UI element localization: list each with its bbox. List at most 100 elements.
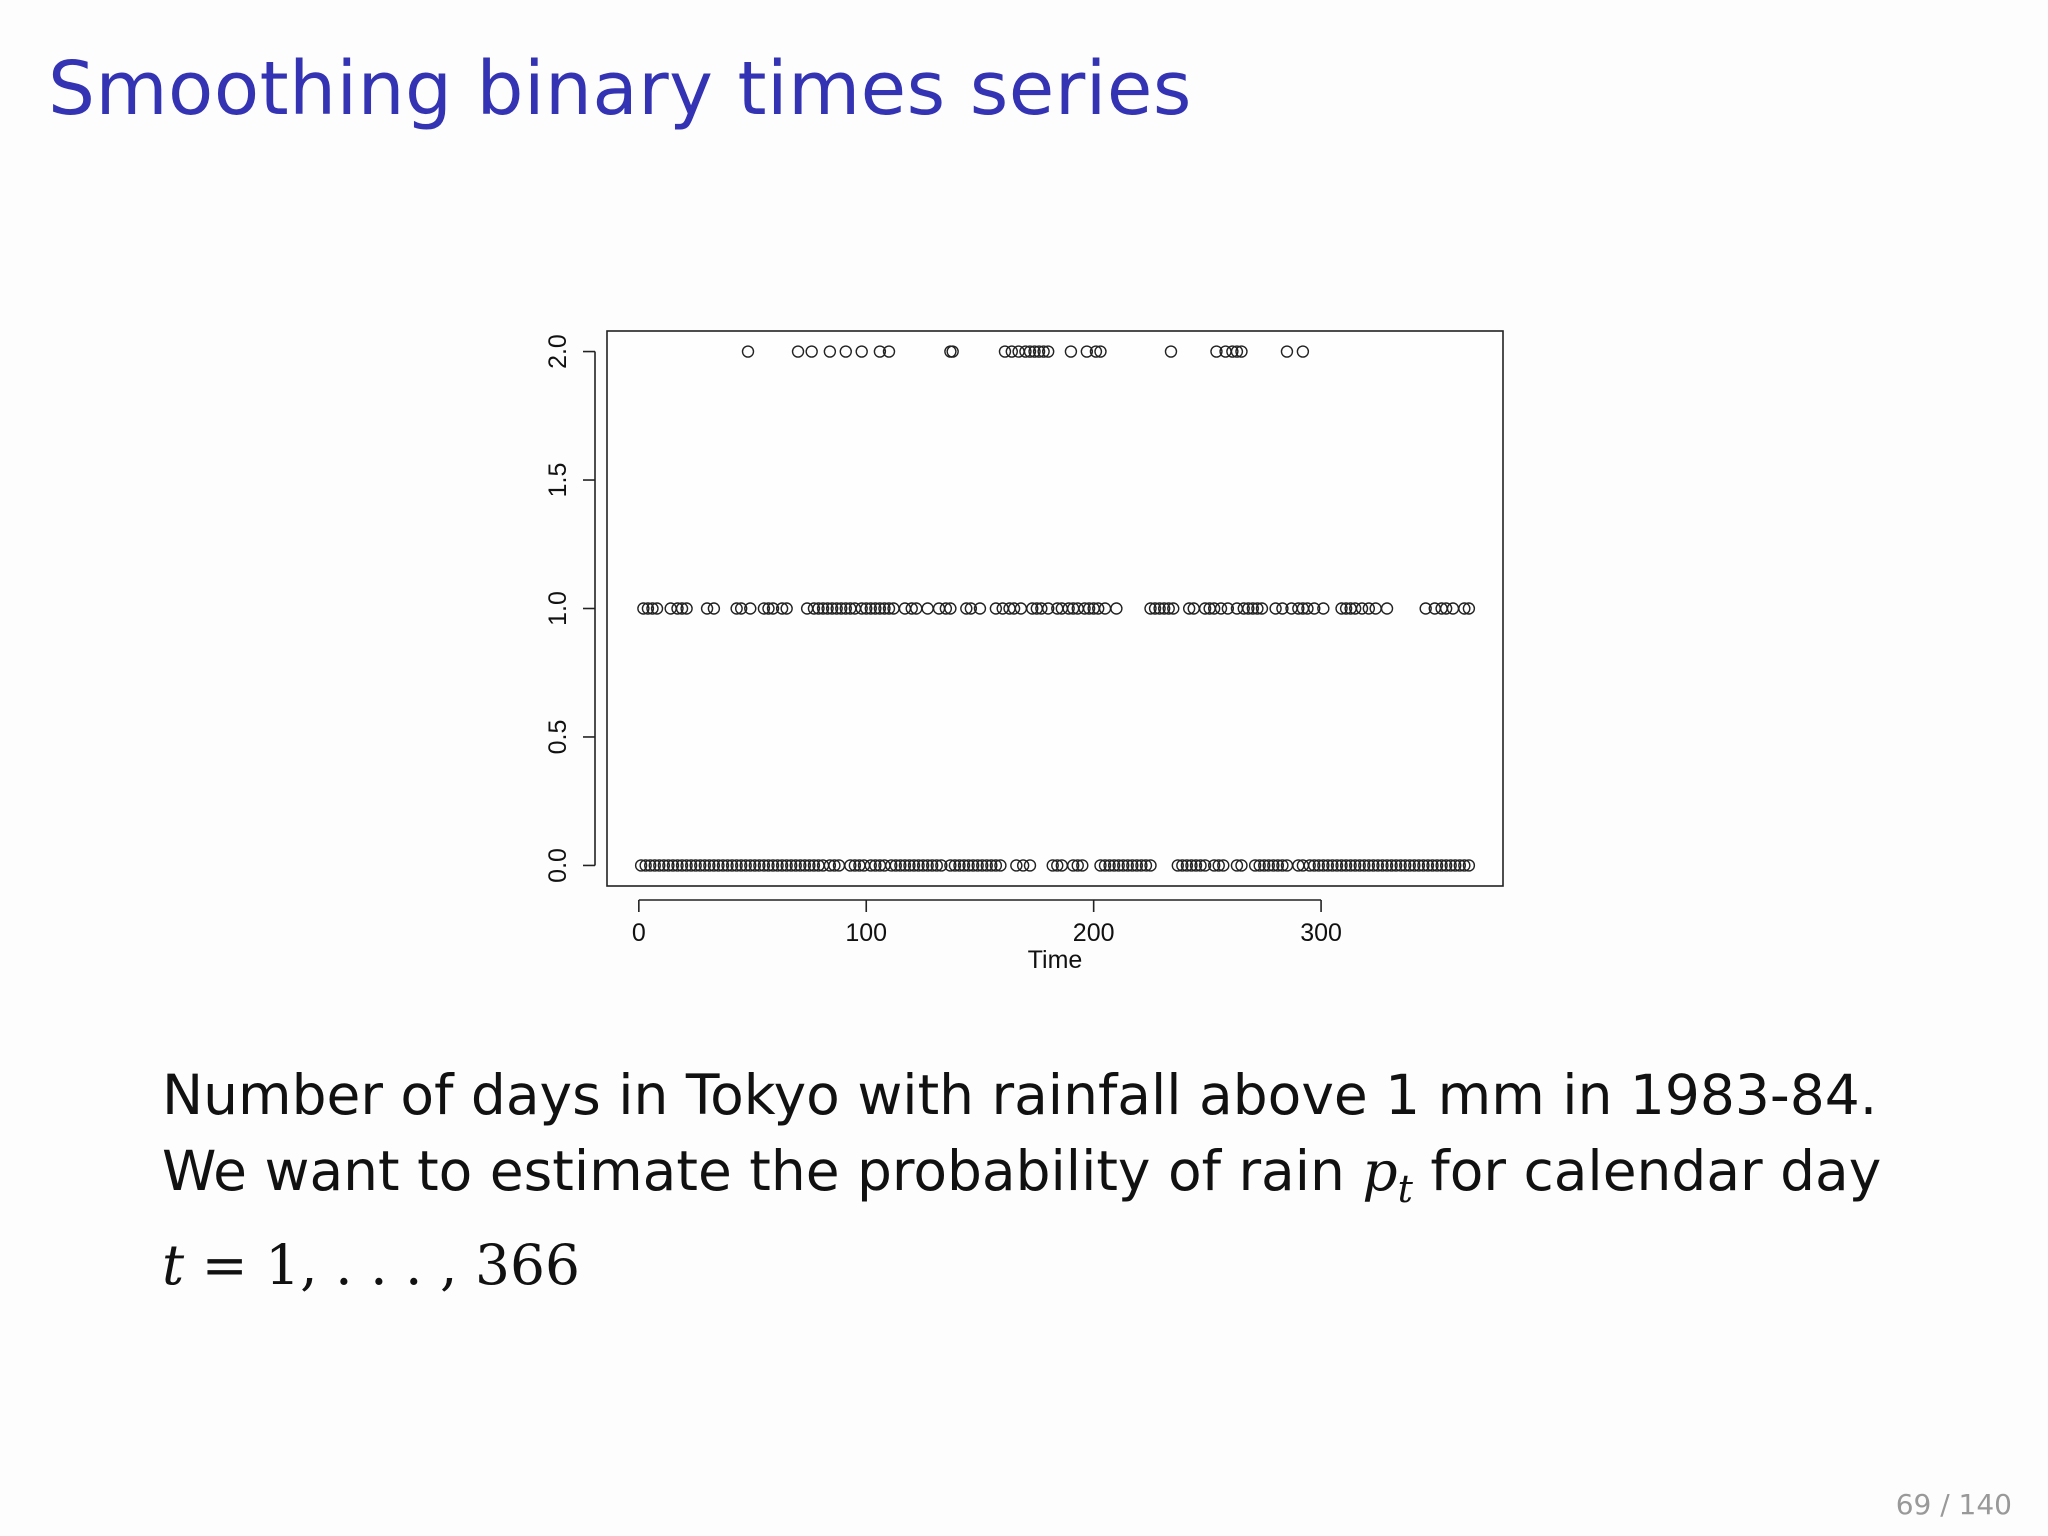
data-point [1362, 602, 1376, 615]
data-point [907, 859, 921, 872]
data-point [821, 602, 834, 615]
data-point [1089, 345, 1103, 358]
data-point [985, 859, 998, 872]
data-point [946, 345, 959, 358]
data-point [1041, 602, 1055, 615]
data-point [1062, 602, 1075, 615]
data-point [1462, 602, 1476, 615]
data-point [1028, 345, 1041, 358]
data-point [1110, 602, 1123, 615]
data-point [1362, 859, 1376, 872]
data-point [780, 859, 793, 872]
data-point [964, 602, 978, 615]
data-point [1453, 859, 1466, 872]
data-point [812, 602, 825, 615]
data-point [1023, 859, 1037, 872]
data-point [873, 602, 887, 615]
data-point [1312, 859, 1325, 872]
data-point [650, 602, 664, 615]
data-point [882, 602, 896, 615]
data-point [775, 859, 789, 872]
data-point [944, 602, 957, 615]
data-point [1262, 859, 1275, 872]
data-point [1235, 859, 1248, 872]
data-point [646, 602, 659, 615]
data-point [989, 859, 1003, 872]
data-point [741, 345, 755, 358]
body-line-1: Number of days in Tokyo with rainfall ab… [162, 1063, 1878, 1127]
data-point [1144, 602, 1157, 615]
data-point [1458, 859, 1471, 872]
data-point [1144, 859, 1157, 872]
data-point [1348, 859, 1362, 872]
data-point [744, 602, 757, 615]
data-point [1248, 859, 1262, 872]
data-point [1214, 602, 1228, 615]
data-point [1139, 859, 1153, 872]
data-point [1167, 602, 1180, 615]
data-point [976, 859, 989, 872]
data-point [1180, 859, 1194, 872]
data-point [734, 859, 748, 872]
data-point [671, 859, 684, 872]
data-point [1449, 859, 1462, 872]
slide-body: Number of days in Tokyo with rainfall ab… [162, 1057, 1992, 1303]
data-point [634, 859, 648, 872]
data-point [1207, 859, 1221, 872]
data-point [775, 602, 789, 615]
data-point [1308, 602, 1321, 615]
data-point [1032, 345, 1046, 358]
data-point [1253, 859, 1266, 872]
data-point [1321, 859, 1335, 872]
data-point [1221, 602, 1235, 615]
data-point [1399, 859, 1412, 872]
data-point [839, 345, 852, 358]
data-point [1078, 602, 1091, 615]
data-point [864, 859, 877, 872]
data-point [1212, 859, 1225, 872]
data-point [944, 859, 957, 872]
data-point [639, 859, 652, 872]
data-point [1092, 602, 1105, 615]
x-axis-label: Time [1028, 946, 1083, 974]
data-point [816, 602, 830, 615]
data-point [807, 602, 821, 615]
data-point [1103, 859, 1116, 872]
data-point [1126, 859, 1139, 872]
data-point [684, 859, 698, 872]
data-point [1330, 859, 1344, 872]
data-point [1157, 602, 1171, 615]
data-point [1148, 602, 1162, 615]
data-point [1348, 602, 1362, 615]
math-variable-t: t [162, 1233, 185, 1297]
data-point [1444, 859, 1457, 872]
data-point [757, 859, 771, 872]
data-point [1317, 859, 1330, 872]
data-point [1217, 859, 1230, 872]
data-point [1246, 602, 1260, 615]
y-tick-label: 2.0 [544, 334, 572, 369]
data-point [1376, 859, 1389, 872]
data-point [966, 859, 980, 872]
data-point [753, 859, 766, 872]
data-point [1267, 859, 1280, 872]
data-point [789, 859, 802, 872]
data-point [1026, 602, 1039, 615]
data-point [1112, 859, 1125, 872]
data-point [1385, 859, 1398, 872]
data-point [823, 345, 837, 358]
data-point [725, 859, 739, 872]
data-point [925, 859, 939, 872]
data-point [1098, 859, 1112, 872]
data-point [1185, 859, 1198, 872]
data-point [734, 602, 748, 615]
data-point [1242, 602, 1255, 615]
data-point [657, 859, 671, 872]
data-point [903, 859, 916, 872]
data-point [1164, 345, 1178, 358]
data-point [1389, 859, 1403, 872]
data-point [1408, 859, 1421, 872]
x-tick-label: 100 [845, 919, 887, 947]
body-line-2-end: for calendar day [1412, 1139, 1882, 1203]
data-point [1041, 345, 1055, 358]
